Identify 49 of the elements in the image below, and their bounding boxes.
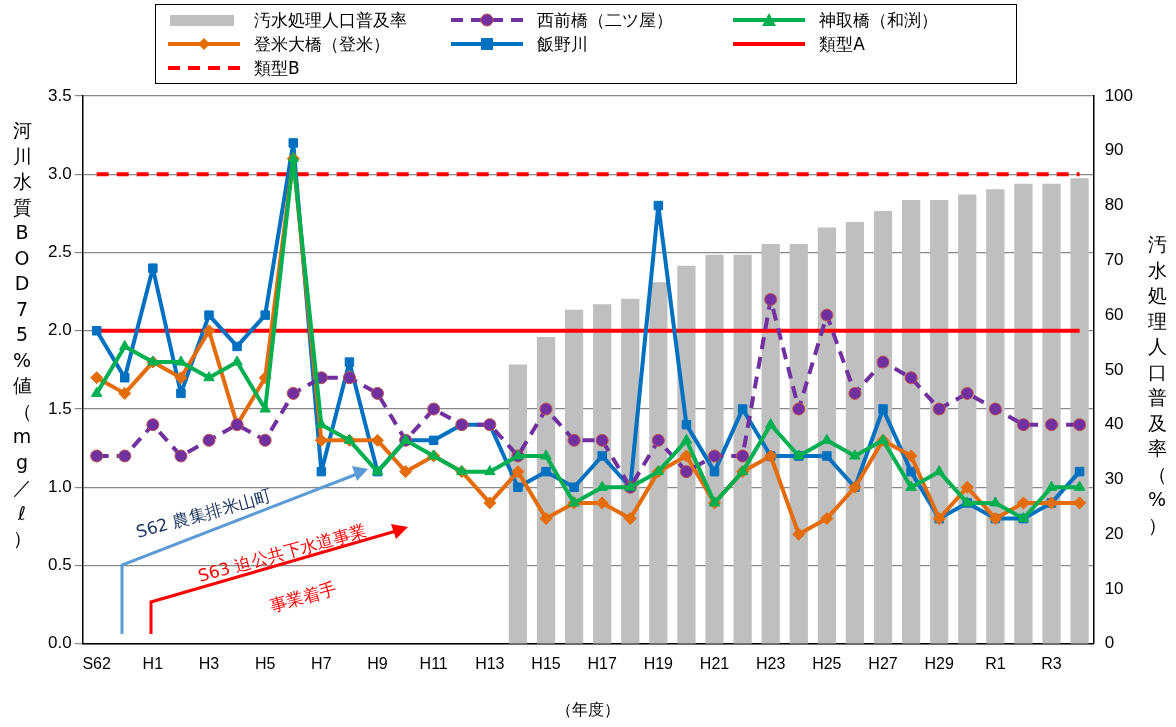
y-tick-label: 0.5 [47, 555, 72, 575]
y2-tick-label: 0 [1104, 633, 1115, 653]
x-tick-label: H27 [868, 654, 898, 672]
legend-label: 汚水処理人口普及率 [254, 8, 407, 32]
y2-tick-label: 100 [1104, 85, 1134, 105]
legend-label: 類型B [254, 56, 300, 80]
y2-tick-label: 60 [1104, 304, 1124, 324]
y2-tick-label: 10 [1104, 578, 1124, 598]
x-tick-label: S62 [82, 654, 112, 672]
y2-tick-label: 80 [1104, 195, 1124, 215]
text: 汚水処理人口普及率（%） [1147, 233, 1167, 536]
annotation: S62 農集排米山町 [133, 485, 274, 542]
y-tick-label: 1.5 [47, 398, 72, 418]
x-tick-label: H29 [924, 654, 954, 672]
y2-tick-label: 40 [1104, 414, 1124, 434]
x-axis-title: （年度） [555, 700, 621, 721]
x-tick-label: H25 [812, 654, 842, 672]
x-tick-label: H15 [531, 654, 561, 672]
y-tick-label: 1.0 [47, 476, 72, 496]
x-tick-label: H1 [142, 654, 164, 672]
x-tick-label: H13 [475, 654, 505, 672]
text: 河川水質BOD75%値（mg／ℓ） [12, 119, 32, 549]
legend-label: 飯野川 [536, 32, 588, 56]
x-tick-label: H17 [587, 654, 617, 672]
y2-tick-label: 20 [1104, 523, 1124, 543]
y2-tick-label: 70 [1104, 250, 1124, 270]
legend-label: 類型A [819, 32, 865, 56]
x-tick-label: H21 [699, 654, 730, 672]
legend-label: 西前橋（二ツ屋） [536, 8, 673, 32]
x-tick-label: H7 [311, 654, 332, 672]
x-tick-label: H3 [198, 654, 220, 672]
y2-tick-label: 50 [1104, 359, 1124, 379]
x-tick-label: R3 [1041, 654, 1062, 672]
legend-label: 神取橋（和渕） [819, 8, 939, 32]
x-tick-label: H19 [643, 654, 674, 672]
legend-label: 登米大橋（登米） [254, 32, 390, 56]
y-tick-label: 3.5 [47, 85, 72, 105]
x-tick-label: H9 [367, 654, 388, 672]
y2-tick-label: 30 [1104, 469, 1124, 489]
y-tick-label: 0.0 [47, 633, 72, 653]
y-tick-label: 2.5 [47, 242, 72, 262]
y2-tick-label: 90 [1104, 140, 1124, 160]
x-tick-label: H23 [756, 654, 786, 672]
y-tick-label: 3.0 [47, 163, 72, 183]
x-tick-label: R1 [985, 654, 1006, 672]
y-tick-label: 2.0 [47, 320, 72, 340]
x-tick-label: H5 [254, 654, 276, 672]
annotation: 事業着手 [267, 578, 339, 616]
x-tick-label: H11 [419, 654, 448, 672]
